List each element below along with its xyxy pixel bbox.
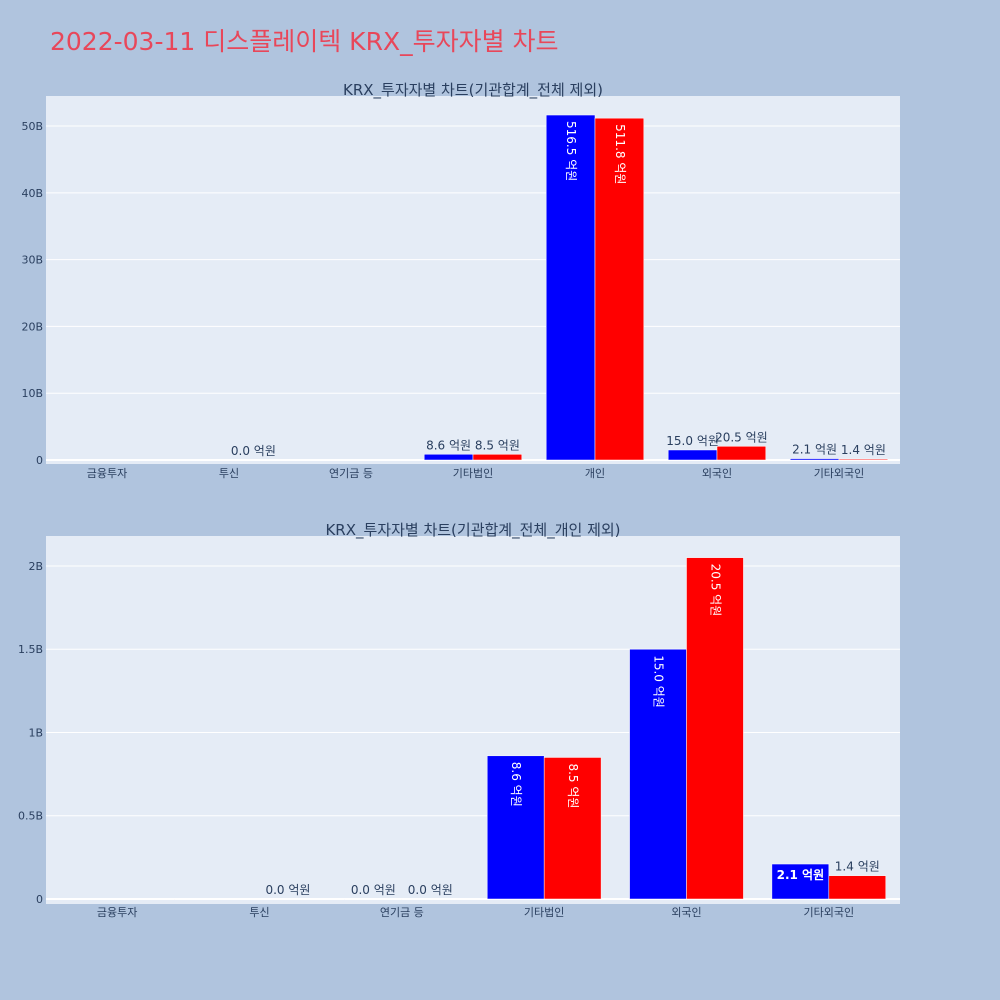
chart-title: KRX_투자자별 차트(기관합계_전체 제외) (343, 81, 603, 100)
x-tick-label: 투신 (249, 906, 269, 919)
bar (202, 898, 260, 900)
bar (116, 898, 175, 900)
data-label: 511.8 억원 (613, 124, 627, 184)
x-tick-label: 투신 (219, 467, 239, 480)
y-tick-label: 1.5B (18, 643, 43, 656)
data-label: 8.5 억원 (475, 438, 520, 452)
bar (228, 459, 279, 461)
bar (259, 898, 317, 900)
x-tick-label: 기타법인 (453, 467, 493, 480)
data-label: 2.1 억원 (792, 443, 837, 457)
bar (486, 755, 545, 900)
y-tick-label: 30B (21, 254, 43, 267)
data-label: 0.0 억원 (408, 883, 453, 897)
data-label: 2.1 억원 (777, 868, 825, 882)
y-tick-label: 0 (36, 893, 43, 906)
y-tick-label: 40B (21, 187, 43, 200)
data-label: 15.0 억원 (666, 434, 719, 448)
x-tick-label: 연기금 등 (329, 467, 373, 480)
data-label: 0.0 억원 (231, 444, 276, 458)
y-tick-label: 20B (21, 320, 43, 333)
bar (344, 898, 403, 900)
chart-top: 0 10B 20B 30B 40B 50B KRX_투자자별 차트(기관합계_전체 제외) 금… (21, 81, 900, 480)
bar (106, 459, 157, 461)
bar (686, 557, 744, 900)
data-label: 516.5 억원 (564, 121, 578, 181)
data-label: 8.5 억원 (566, 763, 580, 808)
bar (828, 875, 887, 900)
x-tick-label: 연기금 등 (380, 906, 424, 919)
bar (543, 757, 602, 900)
y-tick-label: 10B (21, 387, 43, 400)
bar (350, 459, 401, 461)
x-tick-label: 기타법인 (524, 906, 564, 919)
data-label: 8.6 억원 (509, 762, 523, 807)
y-tick-label: 0 (36, 454, 43, 467)
x-tick-label: 개인 (585, 467, 605, 480)
data-label: 8.6 억원 (426, 438, 471, 452)
bar (545, 114, 596, 461)
bar (629, 648, 687, 900)
x-tick-label: 기타외국인 (804, 906, 855, 919)
bar (716, 446, 767, 461)
bar (472, 454, 523, 461)
page-title: 2022-03-11 디스플레이텍 KRX_투자자별 차트 (50, 27, 559, 56)
data-label: 1.4 억원 (841, 443, 886, 457)
y-tick-label: 0.5B (18, 810, 43, 823)
plot-area (46, 536, 900, 904)
chart-title: KRX_투자자별 차트(기관합계_전체_개인 제외) (325, 521, 620, 540)
data-label: 0.0 억원 (351, 883, 396, 897)
bar (838, 458, 889, 461)
data-label: 20.5 억원 (708, 564, 722, 617)
data-label: 0.0 억원 (265, 883, 310, 897)
data-label: 1.4 억원 (835, 860, 880, 874)
plot-area (46, 96, 900, 464)
x-tick-label: 금융투자 (87, 467, 127, 480)
x-tick-label: 금융투자 (97, 906, 137, 919)
data-label: 15.0 억원 (652, 655, 666, 708)
bar (771, 863, 830, 900)
chart-bottom: 0 0.5B 1B 1.5B 2B KRX_투자자별 차트(기관합계_전체_개인 제외) 금… (18, 521, 900, 919)
y-tick-label: 2B (28, 560, 43, 573)
bar (594, 117, 645, 461)
y-tick-label: 50B (21, 120, 43, 133)
x-tick-label: 외국인 (702, 467, 732, 480)
y-tick-label: 1B (28, 726, 43, 739)
bar (59, 898, 118, 900)
bar (401, 898, 460, 900)
x-tick-label: 기타외국인 (814, 467, 865, 480)
data-label: 20.5 억원 (715, 430, 768, 444)
x-tick-label: 외국인 (671, 906, 701, 919)
